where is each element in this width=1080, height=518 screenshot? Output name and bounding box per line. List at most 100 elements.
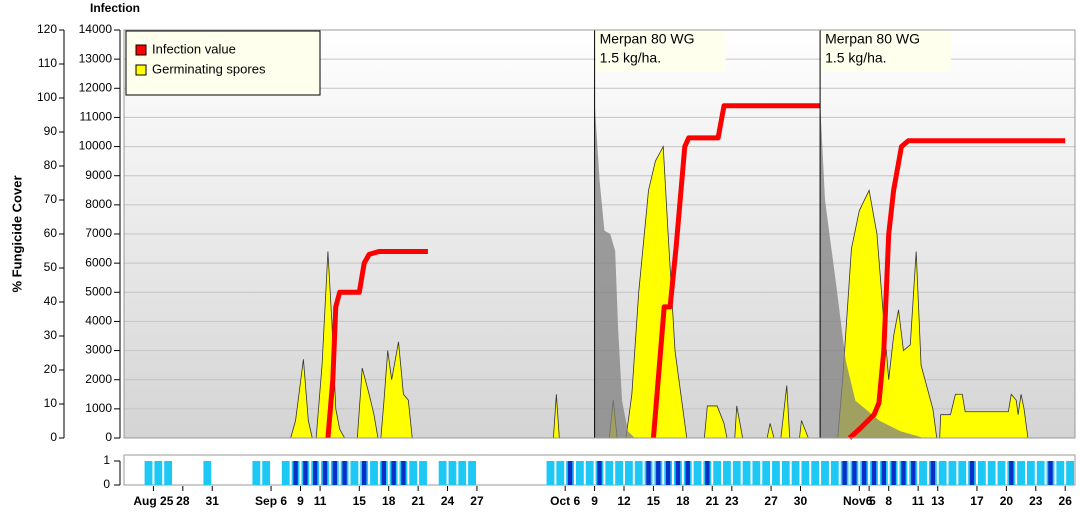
strip-bar: [646, 461, 651, 485]
strip-bar: [656, 461, 661, 485]
plot-border: [123, 29, 1076, 439]
strip-bar: [1036, 461, 1045, 485]
y-tick-label: 14000: [79, 22, 113, 36]
y2-tick-label: 90: [44, 124, 58, 138]
y2-tick-label: 30: [44, 328, 58, 342]
annotation-text: Merpan 80 WG: [600, 31, 695, 47]
x-tick-label: 11: [912, 494, 925, 508]
x-tick-label: 18: [676, 494, 690, 508]
y-tick-label: 4000: [85, 314, 112, 328]
strip-bar: [830, 461, 839, 485]
x-tick-label: 28: [176, 494, 190, 508]
y-tick-label: 3000: [85, 343, 112, 357]
strip-bar: [665, 461, 671, 485]
x-tick-label: 21: [706, 494, 720, 508]
annotation-text: Merpan 80 WG: [825, 31, 920, 47]
strip-bar: [419, 461, 427, 485]
strip-bar: [852, 461, 857, 485]
strip-bar: [458, 461, 467, 485]
strip-bar: [567, 461, 573, 485]
x-tick-label: 26: [1059, 494, 1073, 508]
strip-bar: [675, 461, 681, 485]
strip-bar: [322, 461, 328, 485]
y2-tick-label: 120: [37, 22, 57, 36]
annotation-text: 1.5 kg/ha.: [600, 50, 662, 66]
strip-bar: [685, 461, 690, 485]
strip-bar: [281, 461, 290, 485]
y-tick-label: 9000: [85, 168, 112, 182]
y-tick-label: 8000: [85, 197, 112, 211]
y2-tick-label: 10: [44, 396, 58, 410]
x-tick-label: 21: [411, 494, 425, 508]
y-tick-label: 0: [105, 430, 112, 444]
strip-bar: [391, 461, 396, 485]
strip-bar: [401, 461, 406, 485]
strip-bar: [862, 461, 867, 485]
strip-bar: [1017, 461, 1025, 485]
strip-bar: [891, 461, 896, 485]
x-tick-label: 9: [297, 494, 304, 508]
x-tick-label: 24: [441, 494, 455, 508]
x-tick-label: 30: [794, 494, 808, 508]
y-tick-label: 12000: [79, 80, 113, 94]
strip-bar: [948, 461, 957, 485]
strip-bar: [801, 461, 810, 485]
strip-bar: [546, 461, 555, 485]
legend-label: Germinating spores: [152, 61, 266, 76]
strip-bar: [252, 461, 261, 485]
x-tick-label: Sep 6: [255, 494, 287, 508]
strip-bar: [203, 461, 212, 485]
x-tick-label: 27: [764, 494, 778, 508]
strip-bar: [911, 461, 916, 485]
x-tick-label: 15: [353, 494, 367, 508]
annotation-box: [821, 30, 952, 72]
x-tick-label: 15: [647, 494, 661, 508]
y-tick-label: 1000: [85, 401, 112, 415]
strip-bar: [791, 461, 800, 485]
strip-bar: [977, 461, 986, 485]
x-tick-label: 6: [866, 494, 873, 508]
strip-y-tick-label: 0: [103, 477, 110, 491]
x-tick-label: Aug 25: [133, 494, 173, 508]
strip-bar: [919, 461, 927, 485]
x-tick-label: 17: [970, 494, 984, 508]
strip-bar: [705, 461, 710, 485]
strip-bar: [901, 461, 906, 485]
strip-bar: [1048, 461, 1053, 485]
strip-bar: [332, 461, 337, 485]
strip-bar: [409, 461, 418, 485]
strip-bar: [164, 461, 173, 485]
strip-bar: [811, 461, 820, 485]
strip-bar: [605, 461, 614, 485]
y2-tick-label: 60: [44, 226, 58, 240]
strip-bar: [615, 461, 624, 485]
legend-label: Infection value: [152, 41, 236, 56]
strip-bar: [293, 461, 298, 485]
y-tick-label: 6000: [85, 255, 112, 269]
strip-bar: [842, 461, 847, 485]
strip-bar: [871, 461, 877, 485]
strip-bar: [1026, 461, 1035, 485]
strip-bar: [821, 461, 829, 485]
strip-bar: [732, 461, 741, 485]
strip-bar: [342, 461, 347, 485]
y2-tick-label: 40: [44, 294, 58, 308]
x-tick-label: Nov 5: [843, 494, 876, 508]
strip-bar: [634, 461, 643, 485]
x-tick-label: 8: [885, 494, 892, 508]
strip-bar: [958, 461, 967, 485]
strip-bar: [693, 461, 702, 485]
strip-bar: [1009, 461, 1014, 485]
strip-bar: [987, 461, 996, 485]
y2-tick-label: 110: [38, 56, 57, 70]
strip-bar: [742, 461, 751, 485]
x-tick-label: 20: [1000, 494, 1014, 508]
strip-bar: [597, 461, 602, 485]
strip-bar: [438, 461, 447, 485]
strip-bar: [303, 461, 308, 485]
strip-bar: [370, 461, 378, 485]
strip-bar: [624, 461, 633, 485]
line: [325, 103, 1066, 440]
strip-bar: [969, 461, 975, 485]
